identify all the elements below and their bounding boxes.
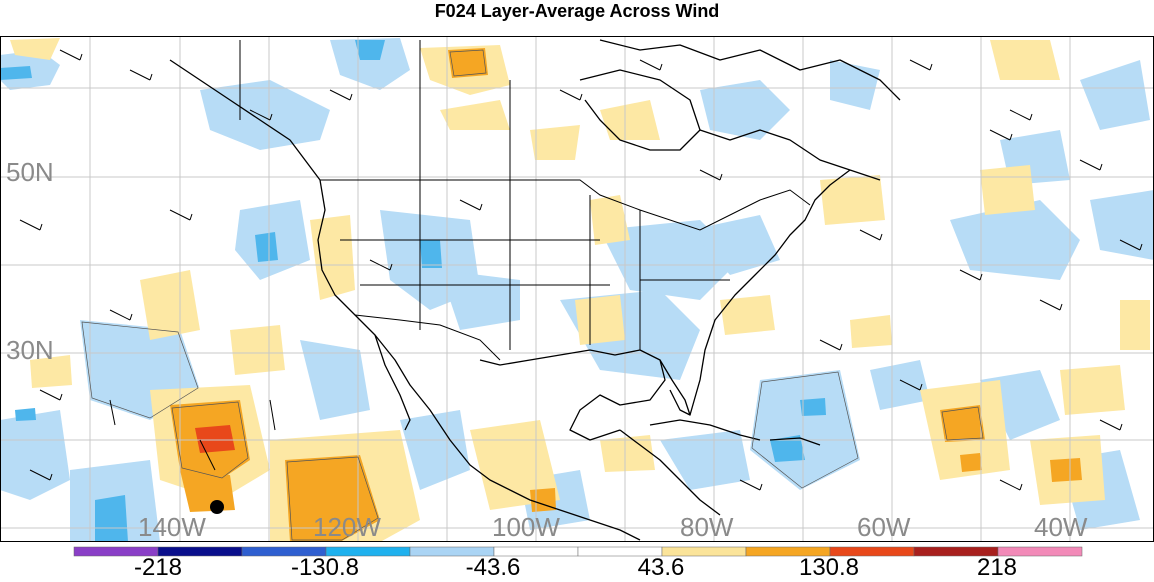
colorbar [73,546,1083,557]
lon-label-140w: 140W [138,512,206,542]
map-title: F024 Layer-Average Across Wind [434,1,720,21]
storm-center-marker [210,500,224,514]
labrador-coast [699,129,881,181]
lon-label-60w: 60W [857,512,911,542]
contour-lines [81,49,984,541]
colorbar-swatch [997,546,1083,557]
wind-barbs [19,49,1143,491]
political-borders [239,40,811,361]
coastlines-borders [169,39,901,541]
colorbar-label-2: -130.8 [290,554,360,581]
baja-peninsula [374,334,411,431]
colorbar-label-1: -218 [133,554,183,581]
lon-label-120w: 120W [313,512,381,542]
colorbar-label-4: 43.6 [637,554,685,581]
lon-label-100w: 100W [492,512,560,542]
colorbar-label-3: -43.6 [465,554,521,581]
canada-arctic [599,39,901,101]
lat-label-50n: 50N [6,157,54,187]
us-canada-border [320,179,811,231]
central-america [619,429,721,516]
colorbar-label-5: 130.8 [798,554,860,581]
lat-label-30n: 30N [6,335,54,365]
cuba [649,419,761,441]
colorbar-label-6: 218 [976,554,1018,581]
gulf-coast [479,349,666,441]
pacific-coast [317,179,641,541]
us-mexico-border [354,314,501,361]
hispaniola [769,437,821,446]
alaska-coast [169,59,321,181]
lon-label-80w: 80W [680,512,734,542]
florida [659,359,691,416]
east-coast [689,169,851,416]
hudson-bay [579,69,701,151]
lon-label-40w: 40W [1034,512,1088,542]
